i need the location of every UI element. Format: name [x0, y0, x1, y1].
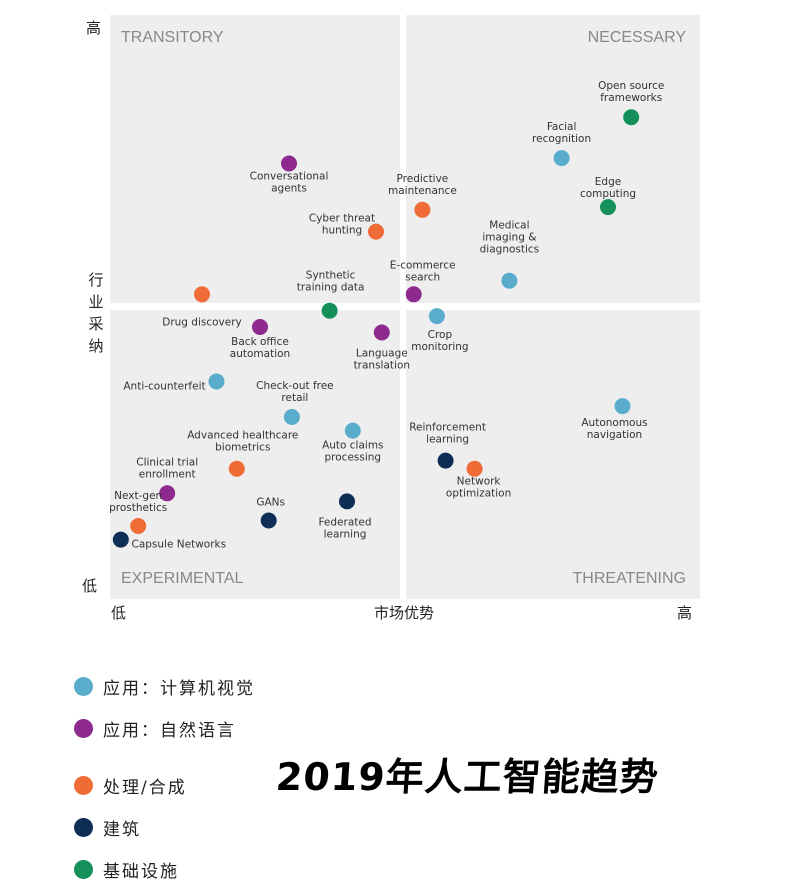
point-label-predictive-maintenance: Predictive maintenance: [388, 173, 457, 197]
point-capsule-networks: [112, 531, 129, 548]
legend-label: 应用：计算机视觉: [103, 678, 255, 699]
quadrant-top-left: [110, 15, 400, 303]
x-axis-title: 市场优势: [374, 604, 434, 622]
point-label-advanced-healthcare-biometrics: Advanced healthcare biometrics: [187, 430, 298, 454]
point-label-edge-computing: Edge computing: [580, 176, 636, 200]
point-reinforcement-learning: [437, 452, 454, 469]
quadrant-label-top-left: TRANSITORY: [121, 29, 224, 46]
point-network-optimization: [466, 460, 483, 477]
legend-label: 建筑: [103, 819, 141, 840]
legend-label: 应用：自然语言: [103, 720, 236, 741]
point-facial-recognition: [553, 150, 570, 167]
point-label-auto-claims-processing: Auto claims processing: [322, 440, 383, 464]
point-crop-monitoring: [428, 308, 445, 325]
legend-item-architecture: 建筑: [74, 815, 141, 840]
quadrant-chart: TRANSITORY NECESSARY EXPERIMENTAL THREAT…: [82, 15, 700, 622]
legend-dot-icon: [74, 676, 93, 696]
point-label-cyber-threat-hunting: Cyber threat hunting: [309, 213, 375, 237]
point-autonomous-navigation: [614, 398, 631, 415]
point-next-gen-prosthetics: [130, 518, 147, 534]
point-edge-computing: [600, 199, 616, 216]
point-label-synthetic-training-data: Synthetic training data: [297, 270, 365, 294]
chart-title: 2019年人工智能趋势: [274, 755, 661, 799]
legend-item-computer-vision: 应用：计算机视觉: [74, 674, 255, 699]
quadrant-top-right: [406, 15, 700, 303]
point-label-gans: GANs: [256, 497, 285, 509]
point-check-out-free-retail: [283, 409, 300, 425]
point-gans: [260, 512, 277, 529]
legend-label: 基础设施: [103, 861, 179, 882]
legend-label: 处理/合成: [103, 777, 187, 798]
y-axis-low-label: 低: [82, 577, 97, 595]
legend-dot-icon: [74, 718, 93, 738]
x-axis-low-label: 低: [111, 604, 126, 622]
point-label-medical-imaging-diagnostics: Medical imaging & diagnostics: [480, 220, 540, 256]
quadrant-label-bottom-right: THREATENING: [573, 570, 686, 587]
y-axis-high-label: 高: [86, 19, 101, 37]
point-advanced-healthcare-biometrics: [228, 460, 245, 477]
point-label-check-out-free-retail: Check-out free retail: [256, 380, 334, 404]
point-label-e-commerce-search: E-commerce search: [390, 259, 456, 283]
point-label-capsule-networks: Capsule Networks: [132, 539, 227, 551]
point-label-facial-recognition: Facial recognition: [532, 121, 591, 145]
legend-dot-icon: [74, 775, 93, 795]
point-anti-counterfeit: [208, 373, 225, 390]
point-label-clinical-trial-enrollment: Clinical trial enrollment: [136, 456, 198, 480]
point-e-commerce-search: [405, 286, 422, 303]
point-auto-claims-processing: [344, 422, 361, 439]
point-label-autonomous-navigation: Autonomous navigation: [581, 417, 647, 441]
point-label-language-translation: Language translation: [354, 348, 410, 372]
point-open-source-frameworks: [623, 109, 640, 126]
point-label-anti-counterfeit: Anti-counterfeit: [123, 381, 205, 393]
point-medical-imaging-diagnostics: [501, 272, 518, 289]
legend-item-infrastructure: 基础设施: [74, 857, 179, 882]
point-synthetic-training-data: [321, 302, 338, 319]
point-label-open-source-frameworks: Open source frameworks: [598, 80, 664, 104]
point-label-crop-monitoring: Crop monitoring: [411, 329, 468, 353]
point-label-back-office-automation: Back office automation: [230, 336, 290, 360]
point-federated-learning: [339, 493, 355, 510]
point-label-next-gen-prosthetics: Next-gen prosthetics: [109, 490, 167, 514]
quadrant-bottom-left: [110, 310, 400, 599]
point-back-office-automation: [252, 319, 268, 335]
point-label-federated-learning: Federated learning: [318, 516, 371, 540]
point-label-network-optimization: Network optimization: [446, 476, 511, 500]
point-predictive-maintenance: [414, 201, 431, 218]
quadrant-label-bottom-left: EXPERIMENTAL: [121, 570, 244, 587]
point-label-reinforcement-learning: Reinforcement learning: [409, 422, 486, 446]
legend-item-natural-language: 应用：自然语言: [74, 716, 236, 741]
quadrant-label-top-right: NECESSARY: [588, 29, 687, 46]
point-cyber-threat-hunting: [368, 223, 384, 240]
point-label-drug-discovery: Drug discovery: [162, 316, 242, 328]
point-clinical-trial-enrollment: [159, 485, 176, 502]
point-language-translation: [373, 324, 390, 341]
legend-dot-icon: [74, 817, 93, 837]
point-drug-discovery: [194, 286, 210, 303]
legend-item-processing: 处理/合成: [74, 773, 187, 798]
point-conversational-agents: [281, 155, 297, 172]
quadrant-bottom-right: [406, 310, 700, 599]
legend-dot-icon: [74, 859, 93, 879]
y-axis-title: 行业采纳: [88, 271, 103, 355]
x-axis-high-label: 高: [677, 604, 692, 622]
data-points: Open source frameworks Facial recognition Ed…: [109, 80, 664, 550]
point-label-conversational-agents: Conversational agents: [250, 171, 329, 195]
